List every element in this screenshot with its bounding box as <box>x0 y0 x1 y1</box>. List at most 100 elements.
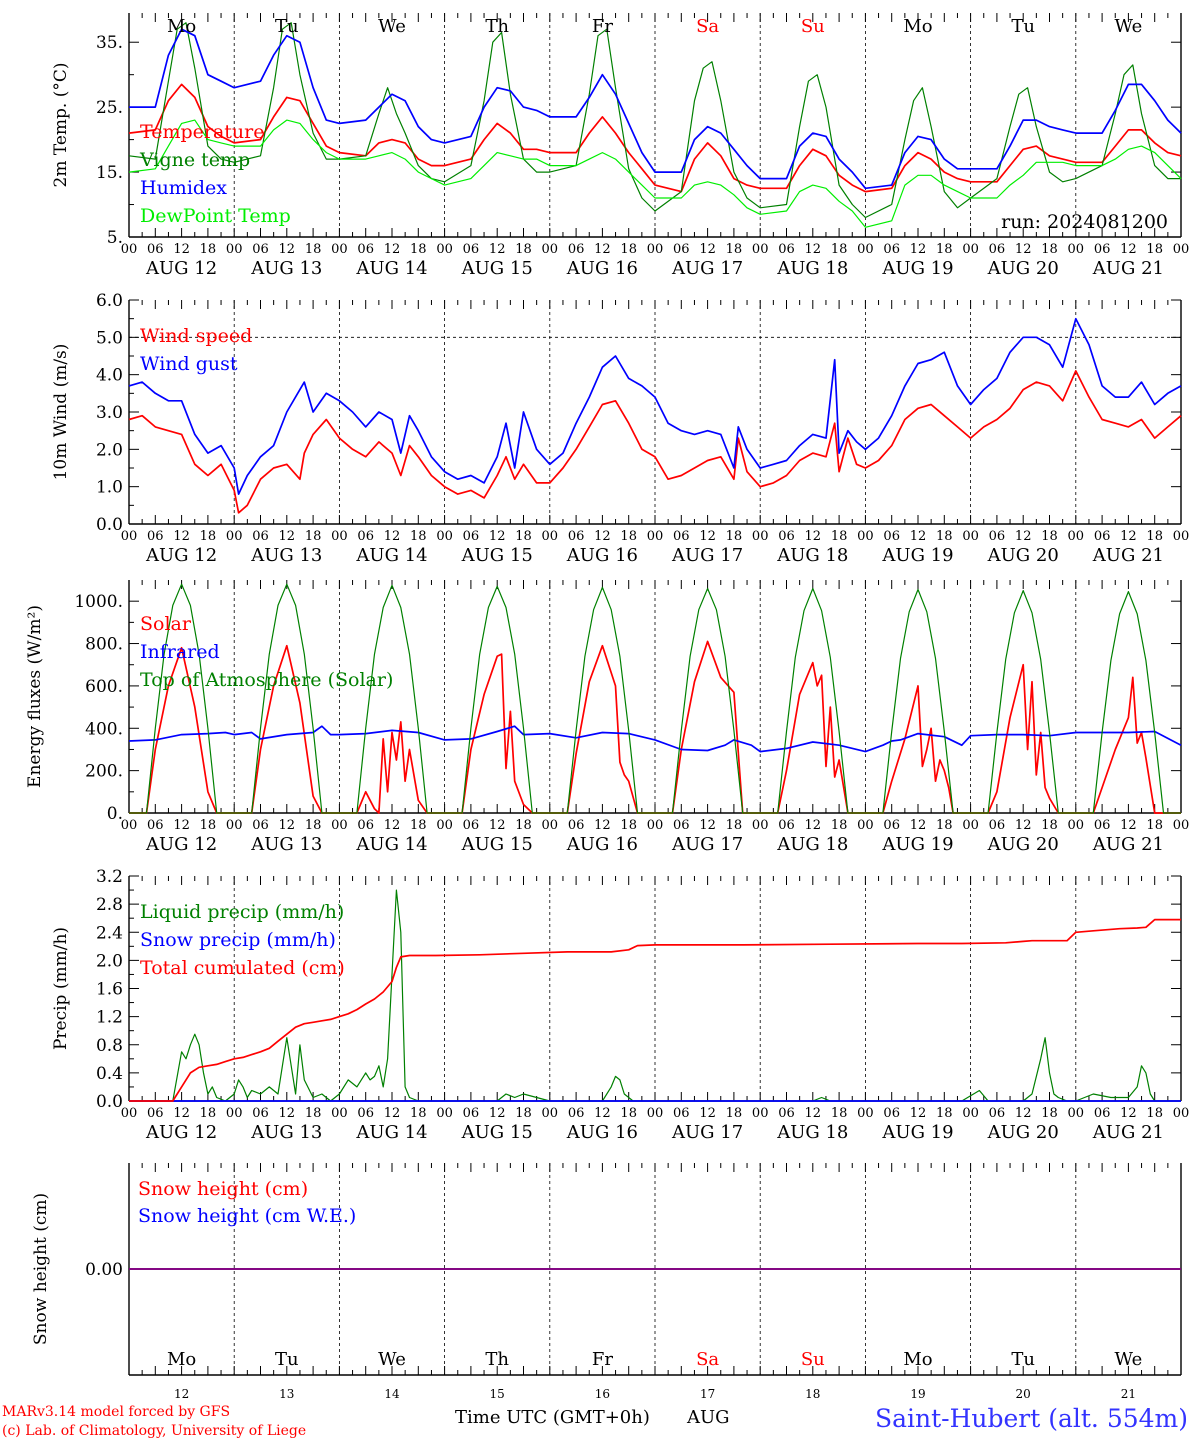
date-label: AUG 21 <box>1092 545 1164 566</box>
hour-label: 06 <box>673 242 690 257</box>
hour-label: 12 <box>384 818 401 833</box>
hour-label: 12 <box>279 242 296 257</box>
hour-label: 18 <box>620 529 637 544</box>
y-tick-label: 3.2 <box>96 867 123 887</box>
series-humidex <box>129 28 1182 190</box>
series-solar <box>129 640 1181 814</box>
y-tick-label: 0.4 <box>96 1064 123 1084</box>
weekday-label: Su <box>801 1349 825 1370</box>
date-label: AUG 13 <box>250 1122 322 1143</box>
hour-label: 12 <box>910 818 927 833</box>
series-liquid-precip-mm-h <box>129 889 1181 1102</box>
day-number-label: 18 <box>805 1387 820 1401</box>
footer-station: Saint-Hubert (alt. 554m) <box>875 1404 1188 1433</box>
series-vigne-temp <box>128 22 1181 219</box>
date-label: AUG 17 <box>671 258 743 279</box>
date-label: AUG 12 <box>145 258 217 279</box>
date-label: AUG 19 <box>881 834 953 855</box>
weekday-label: Mo <box>167 1349 196 1370</box>
date-label: AUG 21 <box>1092 834 1164 855</box>
hour-label: 12 <box>489 529 506 544</box>
weekday-label: We <box>378 1349 406 1370</box>
hour-label: 12 <box>594 818 611 833</box>
day-number-label: 20 <box>1016 1387 1031 1401</box>
y-tick-label: 25. <box>96 98 123 118</box>
hour-label: 00 <box>226 818 243 833</box>
hour-label: 06 <box>147 242 164 257</box>
series-wind-gust <box>128 317 1182 495</box>
date-label: AUG 18 <box>776 545 848 566</box>
series-infrared <box>128 725 1182 753</box>
hour-label: 18 <box>831 1106 848 1121</box>
hour-label: 12 <box>1120 1106 1137 1121</box>
hour-label: 18 <box>410 529 427 544</box>
hour-label: 12 <box>910 242 927 257</box>
day-number-label: 16 <box>595 1387 610 1401</box>
hour-label: 00 <box>962 529 979 544</box>
hour-label: 06 <box>252 818 269 833</box>
series-wind-speed <box>128 370 1182 514</box>
date-label: AUG 16 <box>566 545 638 566</box>
series-total-cumulated-cm <box>129 918 1181 1102</box>
hour-label: 06 <box>883 529 900 544</box>
weekday-label: We <box>378 16 406 37</box>
hour-label: 18 <box>831 529 848 544</box>
hour-label: 06 <box>883 1106 900 1121</box>
hour-label: 12 <box>594 242 611 257</box>
hour-label: 00 <box>962 818 979 833</box>
weekday-label: Tu <box>275 16 299 37</box>
hour-label: 12 <box>699 818 716 833</box>
hour-label: 06 <box>1094 242 1111 257</box>
hour-label: 06 <box>673 529 690 544</box>
hour-label: 18 <box>1146 1106 1163 1121</box>
date-label: AUG 14 <box>355 834 427 855</box>
hour-label: 00 <box>752 818 769 833</box>
hour-label: 12 <box>384 529 401 544</box>
y-tick-label: 4.0 <box>96 366 123 386</box>
date-label: AUG 19 <box>881 545 953 566</box>
y-tick-label: 1000. <box>74 592 123 612</box>
y-tick-label: 1.6 <box>96 980 123 1000</box>
hour-label: 06 <box>1094 818 1111 833</box>
hour-label: 12 <box>699 242 716 257</box>
hour-label: 18 <box>200 1106 217 1121</box>
hour-label: 12 <box>173 242 190 257</box>
series-top-of-atmosphere-solar <box>129 583 1181 814</box>
hour-label: 06 <box>778 818 795 833</box>
hour-label: 00 <box>436 242 453 257</box>
hour-label: 12 <box>173 529 190 544</box>
y-tick-label: 1.2 <box>96 1008 123 1028</box>
hour-label: 18 <box>1041 242 1058 257</box>
hour-label: 18 <box>305 818 322 833</box>
hour-label: 12 <box>279 818 296 833</box>
date-label: AUG 15 <box>461 258 533 279</box>
hour-label: 18 <box>410 242 427 257</box>
day-number-label: 12 <box>174 1387 189 1401</box>
y-tick-label: 2.0 <box>96 951 123 971</box>
date-label: AUG 14 <box>355 545 427 566</box>
hour-label: 18 <box>305 1106 322 1121</box>
y-tick-label: 35. <box>96 33 123 53</box>
legend-entry: Solar <box>140 613 192 635</box>
date-label: AUG 15 <box>461 545 533 566</box>
weekday-label: Fr <box>592 16 613 37</box>
hour-label: 12 <box>805 529 822 544</box>
hour-label: 00 <box>436 818 453 833</box>
hour-label: 06 <box>463 1106 480 1121</box>
hour-label: 00 <box>752 242 769 257</box>
hour-label: 18 <box>726 242 743 257</box>
date-label: AUG 13 <box>250 834 322 855</box>
date-label: AUG 17 <box>671 545 743 566</box>
hour-label: 06 <box>568 1106 585 1121</box>
footer-credit-line: (c) Lab. of Climatology, University of L… <box>2 1423 306 1439</box>
hour-label: 18 <box>726 1106 743 1121</box>
date-label: AUG 20 <box>987 1122 1059 1143</box>
y-tick-label: 0.0 <box>96 1092 123 1112</box>
panel-1: 5. 15. 25. 35. 2m Temp. (°C) Temperature Vigne… <box>51 13 1189 279</box>
hour-label: 12 <box>489 818 506 833</box>
hour-label: 00 <box>1173 529 1190 544</box>
y-tick-label: 400. <box>85 719 123 739</box>
hour-label: 00 <box>226 529 243 544</box>
date-label: AUG 21 <box>1092 1122 1164 1143</box>
